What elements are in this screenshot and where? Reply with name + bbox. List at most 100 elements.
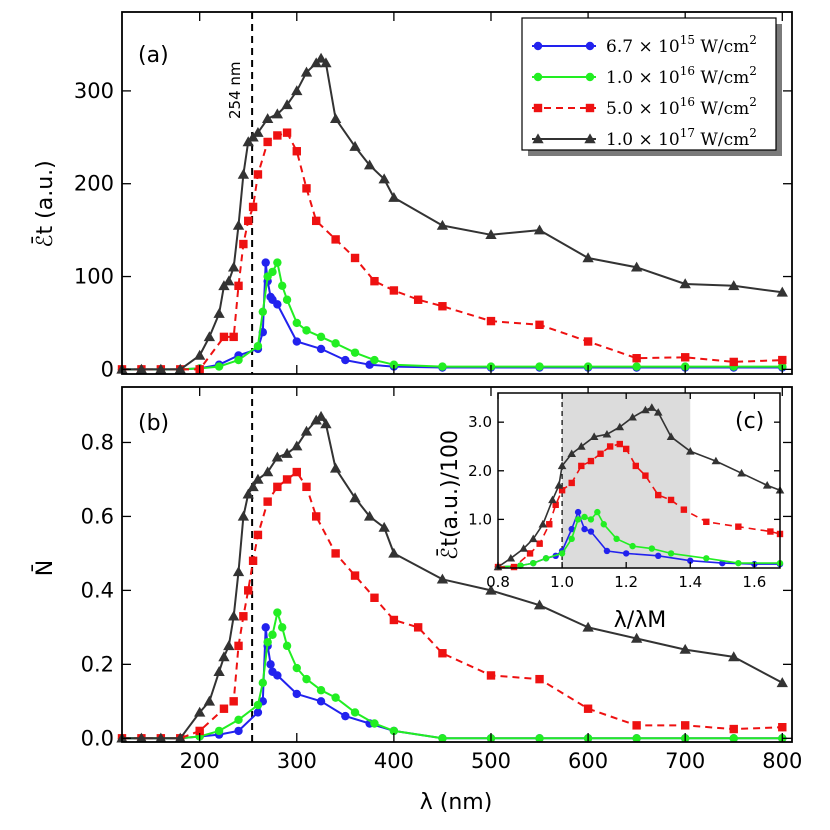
panel-b-series-3-point xyxy=(729,724,738,734)
panel-a-series-4-point xyxy=(388,191,400,202)
panel-b-series-3-point xyxy=(302,482,311,492)
panel-c-xlabel: λ/λM xyxy=(614,608,666,633)
panel-a-series-4-point xyxy=(320,57,332,68)
panel-b: 200 300 400 500 600 700 800 0.0 0.2 0.4 0.6 0.8 (b)… xyxy=(32,386,802,815)
panel-b-series-2-point xyxy=(370,719,379,728)
panel-a-series-4-point xyxy=(363,159,376,170)
panel-b-series-4-point xyxy=(218,651,230,662)
panel-b-series-3-point xyxy=(438,649,447,658)
legend-item-3-marker xyxy=(533,103,543,113)
panel-b-series-4-point xyxy=(247,481,259,492)
panel-b-series-1-point xyxy=(253,708,263,717)
panel-a-series-4-point xyxy=(271,108,284,119)
panel-a-series-3-point xyxy=(302,184,311,193)
panel-c-series-2-point xyxy=(703,555,710,562)
panel-a-series-4-point xyxy=(533,224,546,235)
panel-c-series-2-point xyxy=(629,542,636,550)
panel-c-ytick-label: 1.0 xyxy=(468,510,492,528)
legend-item-4-marker xyxy=(532,133,544,144)
panel-b-series-4-point xyxy=(232,566,245,577)
panel-b-series-3-point xyxy=(244,586,253,595)
panel-a-series-4-point xyxy=(378,173,390,184)
panel-c-series-4-point xyxy=(647,403,657,411)
panel-b-xtick-label: 400 xyxy=(374,749,414,773)
panel-b-series-4-point xyxy=(300,425,313,436)
panel-c-series-4-point xyxy=(506,553,516,562)
panel-c-series-2-point xyxy=(542,555,550,562)
panel-c-series-2-point xyxy=(568,535,575,543)
panel-a-series-3-point xyxy=(535,320,544,330)
panel-a-series-1-point xyxy=(273,300,282,309)
panel-c-series-4-point xyxy=(576,442,586,450)
panel-b-series-2-point xyxy=(234,715,243,725)
panel-b-series-3-point xyxy=(632,721,641,730)
panel-c-series-4-point xyxy=(641,405,650,414)
panel-c-xtick-label: 1.0 xyxy=(550,573,574,591)
panel-a-ytick-label: 0 xyxy=(101,357,114,381)
panel-b-series-4-point xyxy=(203,695,216,706)
panel-c-series-1-point xyxy=(687,557,694,564)
panel-c-label: (c) xyxy=(735,409,764,434)
panel-a-series-3-point xyxy=(438,302,447,311)
panel-c-series-2-point xyxy=(600,521,607,528)
panel-b-series-4-point xyxy=(349,492,361,503)
panel-b-series-3-point xyxy=(219,704,229,713)
panel-a-series-4-point xyxy=(155,363,167,374)
panel-b-ytick-label: 0.0 xyxy=(81,726,114,750)
panel-c-frame xyxy=(497,392,781,569)
panel-c-series-3-point xyxy=(680,506,688,513)
panel-a-series-2-point xyxy=(282,295,292,304)
panel-b-series-4-point xyxy=(194,706,206,717)
panel-a-series-4-point xyxy=(232,219,245,230)
panel-a-series-2-point xyxy=(438,362,447,371)
panel-c-series-2-point xyxy=(558,550,566,557)
panel-b-ylabel: N̄ xyxy=(32,560,58,576)
panel-a-series-4-point xyxy=(679,278,691,289)
panel-b-xtick-label: 300 xyxy=(277,749,317,773)
panel-b-label: (b) xyxy=(138,411,169,436)
panel-b-series-3-point xyxy=(486,671,496,680)
panel-b-series-3-point xyxy=(331,549,340,558)
panel-b-series-2-point xyxy=(292,663,301,673)
panel-b-series-1-point xyxy=(316,697,326,706)
panel-a-series-3-point xyxy=(273,131,282,140)
panel-a-series-3-point xyxy=(486,316,496,326)
panel-b-series-4-point xyxy=(252,473,264,484)
panel-c-series-4-point xyxy=(762,481,772,489)
panel-a-series-3-point xyxy=(389,286,399,295)
panel-b-series-3-point xyxy=(535,674,544,684)
panel-c-series-2-point xyxy=(648,545,656,552)
panel-b-series-3-point xyxy=(413,623,423,632)
panel-a-series-3-point xyxy=(219,332,229,342)
panel-a-series-4-point xyxy=(237,168,250,179)
panel-c-series-4-point xyxy=(589,432,599,440)
panel-b-series-4-point xyxy=(776,677,788,688)
panel-a-series-3-point xyxy=(229,332,238,342)
panel-b-series-1-point xyxy=(261,623,270,632)
panel-b-series-2-point xyxy=(268,630,277,639)
panel-b-series-3-point xyxy=(680,721,690,730)
panel-c-series-3-point xyxy=(510,563,518,571)
legend-item-1-marker xyxy=(585,41,595,51)
panel-b-series-4-point xyxy=(227,610,240,621)
panel-b-xtick-label: 700 xyxy=(665,749,705,773)
panel-b-series-3-point xyxy=(312,512,321,521)
panel-b-series-4-point xyxy=(223,640,235,651)
panel-b-series-4-point xyxy=(213,666,225,676)
panel-c-series-4-point xyxy=(538,519,548,528)
wavelength-annotation: 254 nm xyxy=(226,61,244,119)
panel-b-series-2-point xyxy=(316,686,326,695)
panel-b-series-1-point xyxy=(234,726,243,736)
panel-a: 0 100 200 300 (a) 254 nm ℰ̄t (a.u.) 6.7 × 1… xyxy=(32,11,793,381)
panel-b-series-4-point xyxy=(315,410,327,421)
legend-item-3-label: 5.0 × 1016 W/cm2 xyxy=(606,95,757,119)
legend-item-1-label: 6.7 × 1015 W/cm2 xyxy=(606,33,757,57)
panel-a-series-2-point xyxy=(302,326,311,335)
panel-b-series-3-point xyxy=(350,571,360,580)
panel-c-series-3-point xyxy=(578,462,585,470)
panel-c-series-1-point xyxy=(581,525,588,533)
panel-a-series-2-point xyxy=(331,339,340,348)
panel-c-xtick-label: 0.8 xyxy=(486,573,510,591)
panel-b-series-4-point xyxy=(485,584,497,595)
